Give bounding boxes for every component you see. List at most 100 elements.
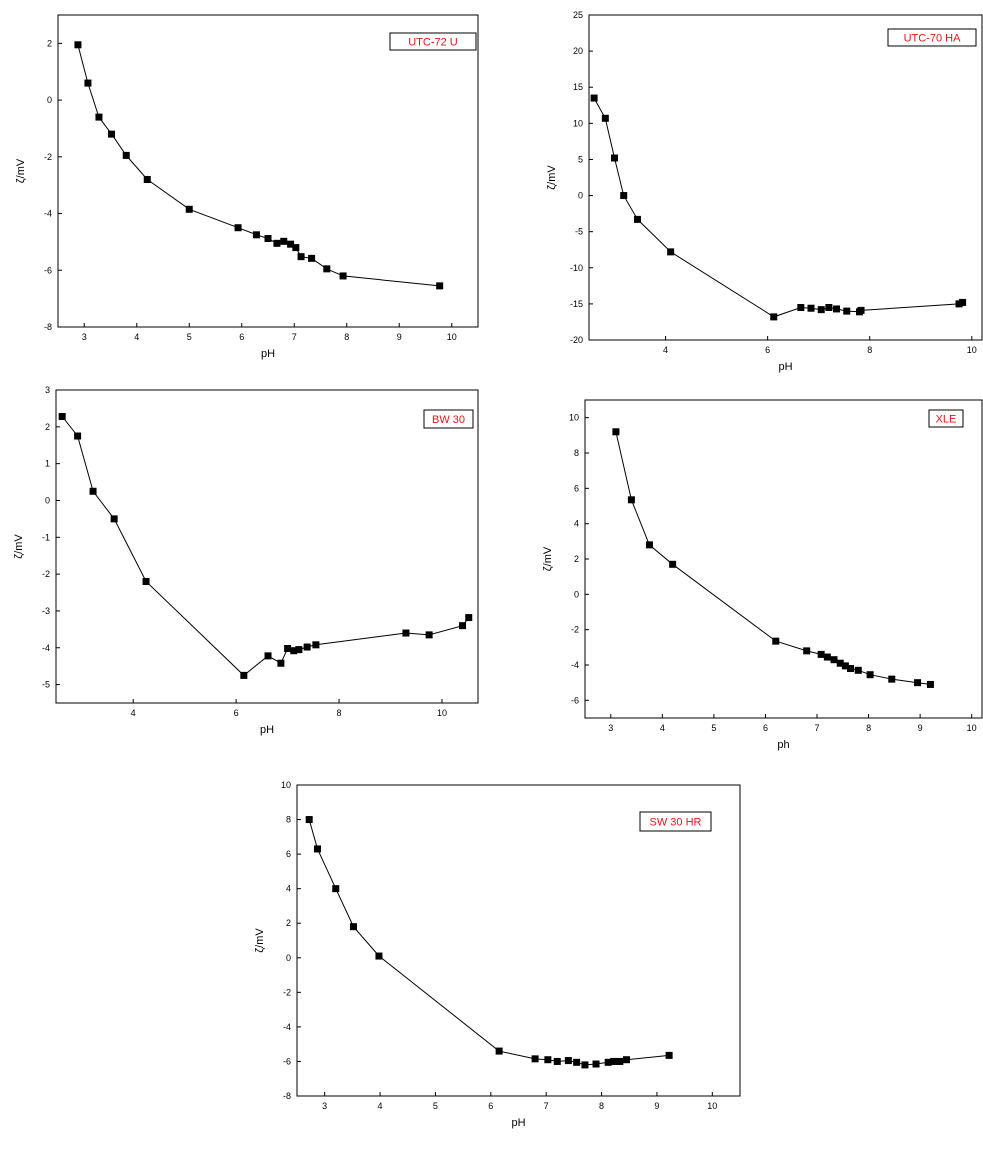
data-point — [402, 629, 410, 637]
x-tick-label: 9 — [654, 1101, 659, 1111]
legend-box — [389, 32, 477, 51]
data-point — [857, 306, 865, 314]
data-point — [273, 239, 281, 247]
data-point — [110, 515, 118, 523]
data-point — [830, 656, 838, 664]
data-point — [544, 1056, 552, 1064]
y-tick-label: -6 — [571, 695, 579, 705]
legend-box — [639, 811, 712, 832]
data-point — [284, 645, 292, 653]
x-tick-label: 3 — [322, 1101, 327, 1111]
y-tick-label: 4 — [286, 884, 291, 894]
y-tick-label: 3 — [45, 385, 50, 395]
x-tick-label: 8 — [337, 708, 342, 718]
x-tick-label: 6 — [234, 708, 239, 718]
data-point — [295, 646, 303, 654]
y-tick-label: 10 — [281, 780, 291, 790]
data-point — [581, 1061, 589, 1069]
legend-label: XLE — [936, 414, 957, 426]
x-tick-label: 7 — [544, 1101, 549, 1111]
y-tick-label: -5 — [575, 227, 583, 237]
data-point — [142, 577, 150, 585]
data-point — [436, 282, 444, 290]
y-axis-label: ζ/mV — [546, 165, 558, 190]
data-point — [313, 845, 321, 853]
x-tick-label: 6 — [763, 723, 768, 733]
y-tick-label: 0 — [578, 191, 583, 201]
data-point — [665, 1051, 673, 1059]
y-tick-label: -6 — [283, 1056, 291, 1066]
y-tick-label: 5 — [578, 154, 583, 164]
x-tick-label: 4 — [660, 723, 665, 733]
data-point — [836, 659, 844, 667]
data-point — [108, 130, 116, 138]
y-tick-label: -3 — [42, 606, 50, 616]
data-point — [772, 637, 780, 645]
legend-box — [887, 28, 977, 47]
y-tick-label: 0 — [45, 495, 50, 505]
data-point — [926, 680, 934, 688]
data-point — [297, 253, 305, 261]
y-tick-label: -2 — [571, 625, 579, 635]
data-point — [601, 114, 609, 122]
y-tick-label: -4 — [44, 209, 52, 219]
chart-panel-4: 3 4 5 6 7 8 9 10 -6 -4 -2 0 2 4 6 8 10 ph ζ/mV XLE — [542, 399, 983, 751]
data-point — [290, 647, 298, 655]
legend-label: SW 30 HR — [650, 817, 702, 829]
series-line — [77, 44, 440, 287]
legend-label: BW 30 — [432, 414, 465, 426]
y-tick-label: -15 — [570, 299, 583, 309]
y-tick-label: 2 — [574, 554, 579, 564]
data-point — [604, 1058, 612, 1066]
data-point — [234, 224, 242, 232]
data-point — [58, 413, 66, 421]
y-tick-label: 0 — [286, 953, 291, 963]
data-point — [770, 313, 778, 321]
data-point — [914, 679, 922, 687]
data-point — [807, 304, 815, 312]
data-point — [573, 1058, 581, 1066]
data-point — [667, 248, 675, 256]
data-point — [465, 614, 473, 622]
data-point — [122, 151, 130, 159]
y-tick-label: -1 — [42, 532, 50, 542]
data-point — [866, 671, 874, 679]
data-point — [622, 1056, 630, 1064]
chart-panel-5: 3 4 5 6 7 8 9 10 -8 -6 -4 -2 0 2 4 6 8 10 pH ζ/mV SW 30 HR — [254, 780, 741, 1129]
data-point — [854, 666, 862, 674]
x-axis-label: pH — [511, 1117, 525, 1129]
y-tick-label: 8 — [286, 815, 291, 825]
data-point — [459, 622, 467, 630]
y-tick-label: 15 — [573, 82, 583, 92]
y-tick-label: 10 — [573, 118, 583, 128]
data-point — [817, 306, 825, 314]
series-line — [615, 431, 931, 685]
y-tick-label: 2 — [286, 918, 291, 928]
data-point — [425, 631, 433, 639]
legend-box — [423, 409, 474, 429]
data-point — [847, 665, 855, 673]
x-tick-label: 6 — [765, 345, 770, 355]
y-tick-label: -4 — [42, 643, 50, 653]
data-point — [143, 176, 151, 184]
data-point — [612, 428, 620, 436]
plot-frame — [584, 399, 983, 719]
y-tick-label: -2 — [42, 569, 50, 579]
y-tick-label: -4 — [283, 1022, 291, 1032]
y-tick-label: 6 — [286, 849, 291, 859]
data-point — [339, 272, 347, 280]
data-point — [303, 643, 311, 651]
y-tick-label: -4 — [571, 660, 579, 670]
data-point — [305, 816, 313, 824]
series-line — [593, 97, 963, 318]
chart-panel-1: 3 4 5 6 7 8 9 10 -8 -6 -4 -2 0 2 pH ζ/mV UTC-72 U — [15, 14, 479, 360]
x-tick-label: 3 — [608, 723, 613, 733]
data-point — [375, 952, 383, 960]
data-point — [292, 244, 300, 252]
data-point — [74, 41, 82, 49]
y-tick-label: -6 — [44, 265, 52, 275]
chart-panel-3: 4 6 8 10 -5 -4 -3 -2 -1 0 1 2 3 pH ζ/mV BW 30 — [13, 385, 479, 736]
data-point — [833, 305, 841, 313]
x-axis-label: ph — [777, 739, 789, 751]
x-axis-label: pH — [260, 724, 274, 736]
